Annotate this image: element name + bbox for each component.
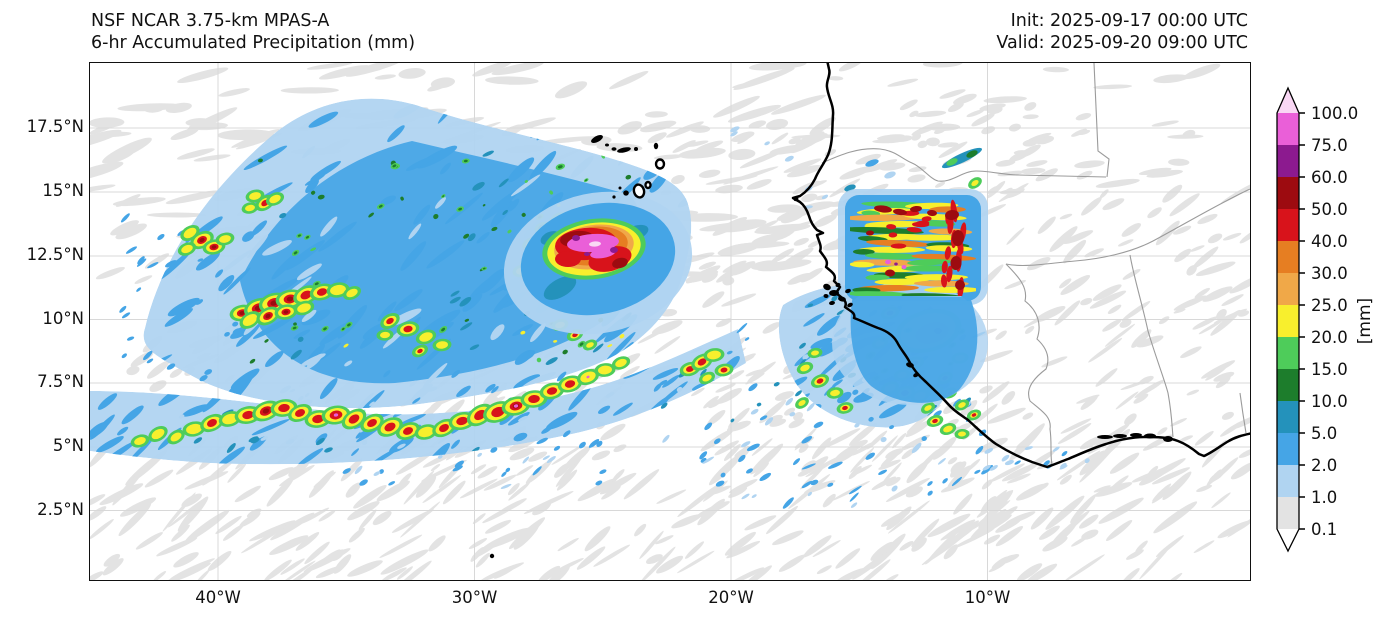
y-tick-label: 17.5°N xyxy=(26,117,84,136)
plot-title: NSF NCAR 3.75-km MPAS-A 6-hr Accumulated… xyxy=(91,10,415,54)
x-tick-label: 30°W xyxy=(451,588,498,607)
y-tick-label: 7.5°N xyxy=(37,372,84,391)
coastline xyxy=(489,63,1250,559)
atlantic-mcs-storm xyxy=(503,191,693,335)
title-line-2: 6-hr Accumulated Precipitation (mm) xyxy=(91,33,416,53)
colorbar-tick-label: 100.0 xyxy=(1311,104,1358,123)
colorbar-tick-label: 50.0 xyxy=(1311,200,1348,219)
colorbar: 100.0 75.0 60.0 50.0 40.0 30.0 25.0 20.0 15.0 10.… xyxy=(1276,86,1375,553)
y-tick-label: 2.5°N xyxy=(37,499,84,519)
colorbar-tick-label: 5.0 xyxy=(1311,424,1337,443)
y-tick-label: 15°N xyxy=(42,181,84,200)
y-tick-label: 5°N xyxy=(52,436,84,455)
x-tick-label: 20°W xyxy=(708,588,754,607)
colorbar-tick-label: 25.0 xyxy=(1311,296,1348,315)
colorbar-tick-label: 60.0 xyxy=(1311,168,1348,187)
precipitation-map xyxy=(90,63,1250,580)
map-plot-area xyxy=(89,62,1251,581)
run-info: Init: 2025-09-17 00:00 UTC Valid: 2025-0… xyxy=(800,10,1248,54)
title-line-1: NSF NCAR 3.75-km MPAS-A xyxy=(91,11,330,31)
colorbar-tick-label: 2.0 xyxy=(1311,456,1337,475)
cape-verde-islands xyxy=(591,134,666,199)
colorbar-tick-label: 10.0 xyxy=(1311,392,1348,411)
colorbar-tick-label: 15.0 xyxy=(1311,360,1348,379)
colorbar-tick-label: 0.1 xyxy=(1311,520,1337,539)
valid-time: Valid: 2025-09-20 09:00 UTC xyxy=(996,33,1248,53)
y-tick-label: 12.5°N xyxy=(26,245,84,264)
colorbar-tick-label: 75.0 xyxy=(1311,136,1348,155)
x-tick-label: 40°W xyxy=(195,588,241,607)
colorbar-unit-label: [mm] xyxy=(1355,298,1375,344)
country-borders xyxy=(821,63,1250,466)
colorbar-tick-label: 20.0 xyxy=(1311,328,1348,347)
x-tick-label: 10°W xyxy=(964,588,1011,607)
init-time: Init: 2025-09-17 00:00 UTC xyxy=(1010,11,1248,31)
colorbar-tick-label: 40.0 xyxy=(1311,232,1348,251)
colorbar-tick-label: 30.0 xyxy=(1311,264,1348,283)
west-africa-mcs xyxy=(832,189,988,405)
y-tick-label: 10°N xyxy=(42,308,84,328)
colorbar-tick-label: 1.0 xyxy=(1311,488,1337,507)
